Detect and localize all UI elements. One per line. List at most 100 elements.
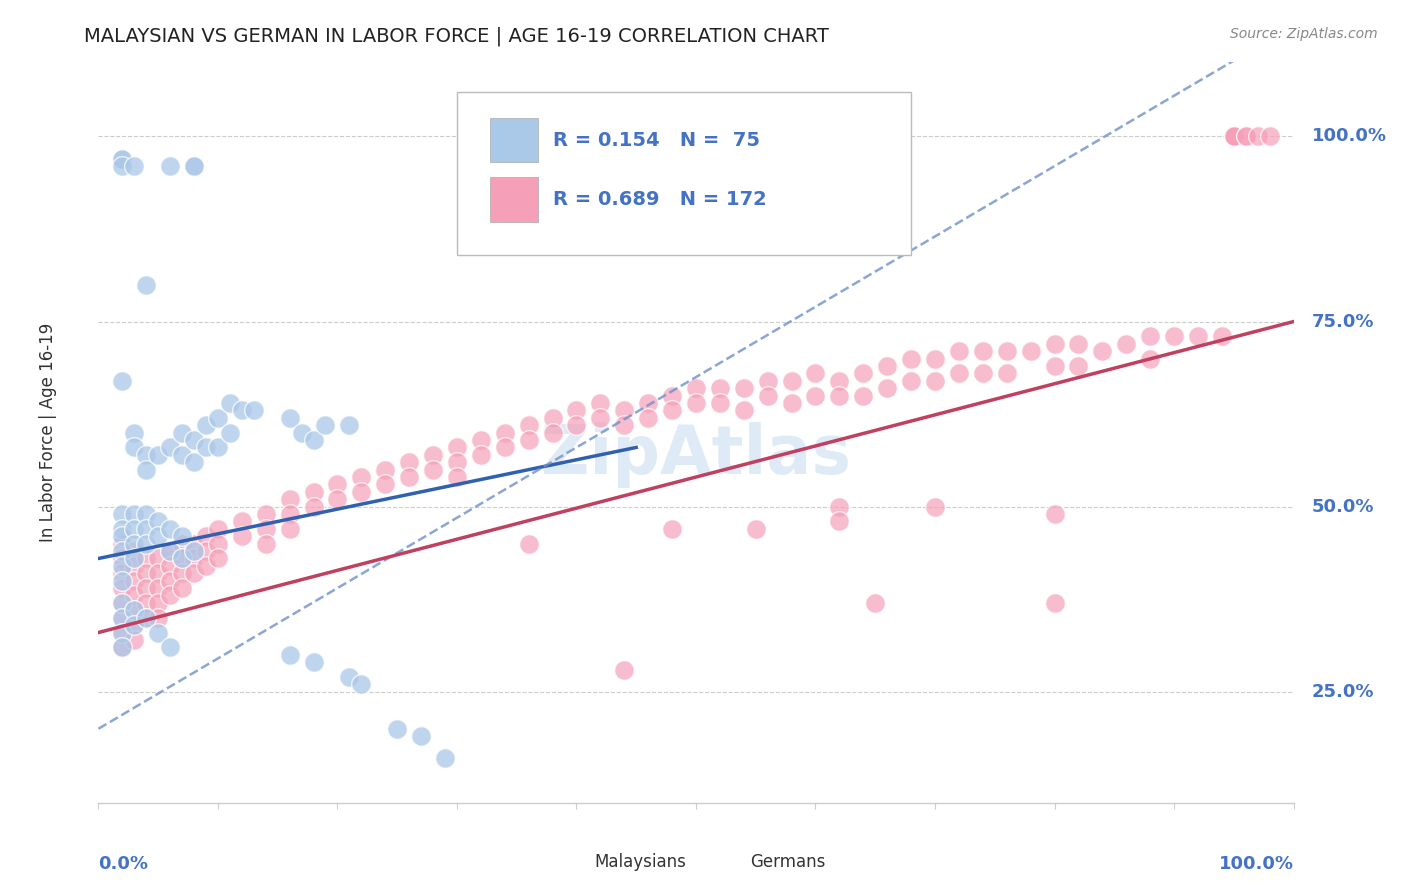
Point (589, 396, 612, 410)
Point (661, 522, 683, 536)
Point (148, 551, 170, 566)
Point (589, 410, 612, 425)
Point (374, 462, 396, 476)
Point (1043, 336, 1066, 351)
Point (135, 462, 157, 476)
Point (111, 152, 134, 166)
Point (159, 544, 181, 558)
Text: ZipAtlas: ZipAtlas (541, 422, 851, 488)
Point (159, 522, 181, 536)
Point (733, 381, 755, 395)
Text: 100.0%: 100.0% (1219, 855, 1294, 872)
Text: 50.0%: 50.0% (1312, 498, 1374, 516)
Point (470, 433, 492, 447)
Point (494, 441, 516, 455)
Point (302, 500, 325, 514)
Point (733, 403, 755, 417)
Point (302, 433, 325, 447)
Point (183, 551, 205, 566)
Point (398, 470, 420, 484)
Point (111, 374, 134, 388)
Point (124, 159, 146, 173)
Point (302, 655, 325, 669)
Point (411, 729, 433, 743)
Point (995, 344, 1018, 359)
Point (135, 581, 157, 595)
Point (111, 625, 134, 640)
Point (1139, 329, 1161, 343)
Point (135, 596, 157, 610)
Point (326, 477, 349, 491)
Text: R = 0.689   N = 172: R = 0.689 N = 172 (553, 190, 766, 209)
Point (148, 596, 170, 610)
Point (124, 558, 146, 573)
Point (709, 381, 731, 395)
Point (159, 544, 181, 558)
Point (852, 367, 875, 381)
Point (135, 611, 157, 625)
Point (111, 581, 134, 595)
Point (291, 425, 314, 440)
Point (111, 625, 134, 640)
Point (948, 344, 970, 359)
Point (637, 410, 659, 425)
Point (865, 596, 887, 610)
Point (278, 648, 301, 662)
Point (745, 522, 768, 536)
Point (972, 367, 994, 381)
Point (254, 507, 277, 521)
Point (565, 418, 588, 433)
Point (124, 536, 146, 550)
Text: MALAYSIAN VS GERMAN IN LABOR FORCE | AGE 16-19 CORRELATION CHART: MALAYSIAN VS GERMAN IN LABOR FORCE | AGE… (84, 27, 830, 46)
Point (172, 551, 194, 566)
Point (111, 536, 134, 550)
Point (183, 455, 205, 469)
Point (446, 470, 468, 484)
Point (183, 544, 205, 558)
Point (159, 640, 181, 655)
Point (207, 522, 229, 536)
Point (124, 441, 146, 455)
Point (207, 410, 229, 425)
Point (172, 529, 194, 543)
Text: 75.0%: 75.0% (1312, 312, 1374, 331)
Point (135, 536, 157, 550)
Point (446, 441, 468, 455)
Point (111, 159, 134, 173)
Point (339, 418, 361, 433)
Point (195, 558, 218, 573)
Point (148, 448, 170, 462)
FancyBboxPatch shape (720, 856, 747, 884)
Point (148, 611, 170, 625)
Point (159, 589, 181, 603)
Point (207, 536, 229, 550)
Point (111, 596, 134, 610)
Point (1223, 129, 1246, 144)
Point (135, 448, 157, 462)
Point (135, 611, 157, 625)
Point (1091, 344, 1114, 359)
Point (124, 425, 146, 440)
Point (111, 558, 134, 573)
Point (124, 507, 146, 521)
Point (159, 558, 181, 573)
Point (900, 351, 922, 366)
Point (148, 515, 170, 529)
Point (111, 566, 134, 581)
Point (207, 551, 229, 566)
Point (422, 462, 444, 476)
Point (828, 515, 851, 529)
FancyBboxPatch shape (491, 178, 538, 221)
Point (685, 396, 707, 410)
Point (231, 403, 253, 417)
Point (1258, 129, 1281, 144)
Text: Germans: Germans (749, 853, 825, 871)
Point (756, 389, 779, 403)
Point (135, 566, 157, 581)
Point (219, 396, 242, 410)
Point (637, 396, 659, 410)
Point (124, 551, 146, 566)
Point (1067, 336, 1090, 351)
Point (195, 544, 218, 558)
Point (1115, 336, 1137, 351)
